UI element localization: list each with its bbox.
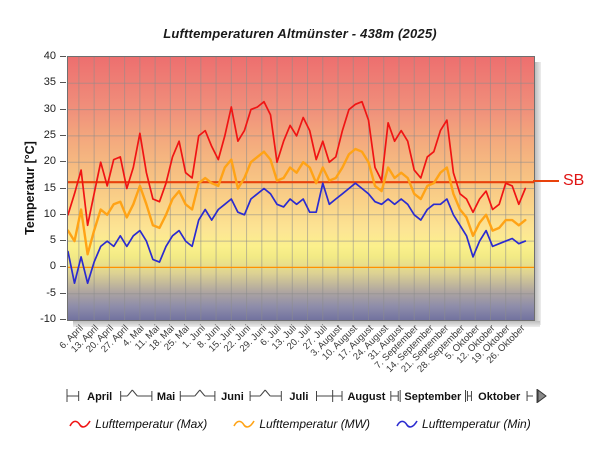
x-tick-label: 12. Oktober [454, 323, 498, 366]
legend-label-min: Lufttemperatur (Min) [422, 417, 531, 431]
x-tick-label: 10. August [320, 323, 361, 363]
x-tick-label: 17. August [335, 323, 376, 363]
x-tick-label: 25. Mai [162, 323, 193, 353]
chart-title: Lufttemperaturen Altmünster - 438m (2025… [163, 26, 437, 41]
x-tick-label: 31. August [366, 323, 406, 363]
x-tick-label: 21. September [399, 323, 452, 375]
x-tick-label: 20. Juli [285, 323, 315, 353]
x-tick-label: 5. Oktober [442, 323, 482, 363]
x-tick-label: 8. Juni [195, 323, 223, 351]
y-tick-label: 40 [43, 50, 56, 62]
y-tick-label: -10 [40, 313, 56, 325]
y-tick-mark [60, 292, 66, 294]
x-tick-label: 22. Juni [222, 323, 254, 355]
y-tick-mark [60, 319, 66, 320]
month-band-line [131, 389, 138, 397]
legend-item-mw: Lufttemperatur (MW) [233, 417, 370, 431]
month-label-Juni: Juni [221, 391, 244, 403]
threshold-line-extension [533, 180, 559, 183]
x-tick-label: 6. April [57, 323, 86, 352]
month-band-line [259, 389, 266, 397]
x-tick-label: 3. August [309, 323, 345, 359]
x-tick-label: 18. Mai [147, 323, 178, 353]
x-tick-label: 29. Juni [237, 323, 269, 355]
wave-line-icon [396, 420, 418, 428]
plot-area [67, 56, 535, 321]
x-tick-label: 27. Juli [300, 323, 330, 353]
month-label-Mai: Mai [157, 391, 175, 403]
x-tick-label: 13. April [68, 323, 101, 356]
chart-legend: Lufttemperatur (Max) Lufttemperatur (MW)… [0, 417, 600, 431]
x-tick-label: 1. Juni [180, 323, 208, 351]
x-tick-label: 26. Oktober [484, 323, 528, 366]
x-tick-label: 15. Juni [206, 323, 239, 355]
x-tick-label: 24. August [350, 323, 391, 363]
x-tick-label: 27. April [99, 323, 132, 356]
x-tick-label: 14. September [384, 323, 437, 375]
legend-label-mw: Lufttemperatur (MW) [259, 417, 371, 431]
legend-item-max: Lufttemperatur (Max) [69, 417, 207, 431]
y-tick-mark [60, 240, 66, 242]
y-tick-label: 30 [43, 102, 56, 115]
y-tick-mark [60, 108, 66, 110]
month-axis-band: April Mai Juni Juli August September Oktober [65, 386, 561, 408]
threshold-label: SB [563, 172, 585, 190]
y-tick-mark [60, 213, 66, 215]
y-tick-mark [60, 161, 66, 163]
y-tick-label: 25 [43, 128, 56, 141]
series-line-Lufttemperatur (Max) [68, 100, 527, 227]
x-tick-label: 19. Oktober [469, 323, 513, 366]
month-label-Oktober: Oktober [478, 391, 521, 403]
y-tick-mark [60, 82, 66, 84]
chart-svg [68, 57, 534, 320]
y-tick-label: 0 [49, 260, 56, 273]
y-tick-mark [60, 134, 66, 136]
series-line-Lufttemperatur (Min) [68, 182, 527, 285]
wave-line-icon [69, 420, 91, 428]
y-tick-mark [60, 187, 66, 189]
series-line-Lufttemperatur (MW) [68, 147, 527, 256]
y-tick-label: 5 [49, 234, 56, 247]
month-label-Juli: Juli [289, 391, 308, 403]
y-tick-label: 35 [43, 76, 56, 89]
x-tick-label: 11. Mai [132, 323, 162, 353]
x-tick-label: 20. April [84, 323, 117, 356]
month-label-September: September [404, 391, 462, 403]
y-tick-label: 10 [43, 207, 56, 220]
plot-shadow-right [535, 62, 541, 325]
month-band-line [194, 389, 201, 397]
y-tick-mark [60, 56, 66, 57]
month-band-line [199, 389, 206, 397]
x-tick-label: 28. September [414, 323, 467, 375]
y-tick-label: 15 [43, 181, 56, 194]
plot-shadow-bottom [73, 321, 540, 327]
y-tick-mark [60, 266, 66, 268]
month-label-April: April [87, 391, 112, 403]
wave-line-icon [233, 420, 256, 428]
y-tick-label: -5 [46, 286, 56, 299]
y-tick-label: 20 [43, 155, 56, 168]
month-label-August: August [347, 391, 385, 403]
x-tick-label: 13. Juli [270, 323, 300, 353]
legend-item-min: Lufttemperatur (Min) [396, 417, 531, 431]
scroll-right-arrow[interactable] [537, 389, 547, 403]
month-band-line [126, 389, 133, 397]
month-band-line [264, 389, 271, 397]
legend-label-max: Lufttemperatur (Max) [95, 417, 208, 431]
x-tick-label: 7. September [372, 323, 422, 372]
